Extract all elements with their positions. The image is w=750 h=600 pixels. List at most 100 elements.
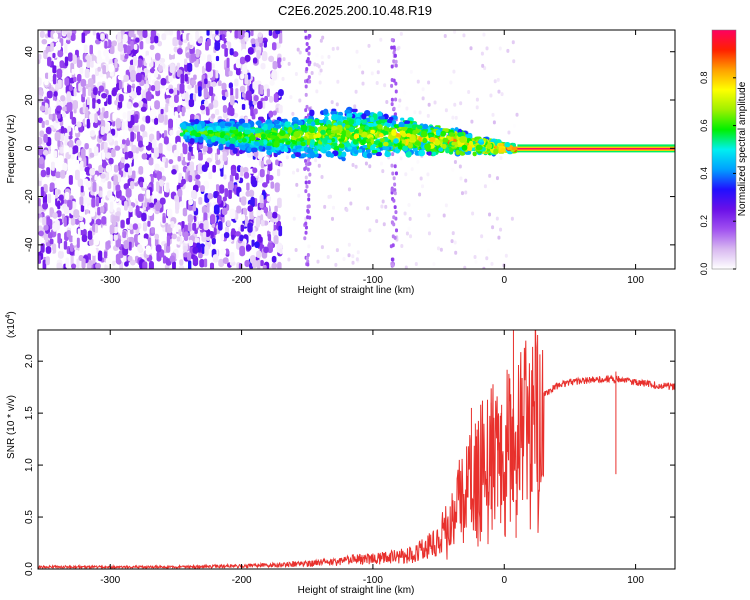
spectrogram-cell [394,63,398,68]
spectrogram-cell [303,167,307,172]
spectrogram-cell [218,258,225,268]
spectrogram-cell [198,197,203,205]
spectrogram-cell [251,239,255,248]
spectrogram-cell [250,147,258,153]
spectrogram-cell [237,30,244,40]
spectrogram-cell [254,133,261,138]
spectrogram-cell [185,52,191,59]
spectrogram-cell [303,236,307,241]
spectrogram-cell [275,42,281,49]
spectrogram-cell [263,140,268,145]
x-tick-label: -200 [232,275,252,286]
spectrogram-cell [225,66,230,77]
spectrogram-cell [240,166,244,177]
spectrogram-cell [67,125,72,132]
spectrogram-cell [100,33,105,41]
spectrogram-cell [226,31,231,42]
spectrogram-cell [163,136,169,145]
spectrogram-cell [262,182,268,188]
spectrogram-cell [148,237,152,248]
spectrogram-cell [427,102,431,107]
spectrogram-cell [347,187,351,192]
spectrogram-cell [132,102,139,108]
spectrogram-cell [249,210,255,220]
spectrogram-cell [349,201,353,206]
spectrogram-cell [394,210,398,215]
spectrogram-cell [115,118,121,129]
spectrogram-cell [393,124,400,129]
spectrogram-cell [66,91,71,103]
spectrogram-cell [223,111,228,119]
spectrogram-cell [451,115,455,120]
spectrogram-cell [418,192,422,197]
spectrogram-cell [124,200,128,211]
spectrogram-cell [180,73,185,85]
spectrogram-cell [486,248,490,253]
spectrogram-cell [216,148,221,155]
spectrogram-cell [154,80,161,92]
x-tick-label: -100 [363,575,383,586]
spectrogram-cell [310,121,316,127]
spectrogram-cell [475,97,479,102]
x-tick-label: -300 [100,275,120,286]
spectrogram-cell [300,124,308,132]
spectrogram-cell [274,136,280,142]
spectrogram-cell [392,215,396,220]
spectrogram-cell [241,103,246,110]
spectrogram-cell [420,184,424,189]
spectrogram-cell [296,120,304,126]
x-tick-label: -300 [100,575,120,586]
spectrogram-cell [39,130,45,138]
spectrogram-cell [250,196,255,208]
spectrogram-cell [198,152,203,161]
snr-ylabel: SNR (10 * v/v) [6,395,17,459]
spectrogram-cell [197,163,204,175]
spectrogram-cell [221,82,227,91]
spectrogram-cell [150,85,156,92]
spectrogram-cell [136,85,142,96]
spectrogram-cell [92,30,96,36]
spectrogram-cell [145,115,151,124]
spectrogram-cell [310,71,314,76]
spectrogram-cell [80,148,86,159]
spectrogram-cell [297,193,301,198]
spectrogram-cell [198,136,204,143]
spectrogram-cell [445,147,450,154]
spectrogram-cell [208,171,213,180]
spectrogram-cell [46,216,50,226]
spectrogram-cell [105,56,110,62]
spectrogram-cell [63,216,67,227]
spectrogram-cell [112,112,117,122]
spectrogram-cell [315,89,319,94]
spectrogram-cell [222,196,227,202]
spectrogram-cell [264,95,268,101]
spectrogram-cell [156,170,162,180]
spectrogram-cell [142,222,148,232]
spectrogram-cell [256,129,262,133]
spectrogram-cell [330,216,334,221]
spectrogram-cell [377,59,381,64]
spectrogram-cell [432,262,436,267]
spectrogram-cell [323,204,327,209]
colorbar-tick-label: 0.4 [699,167,709,180]
spectrogram-cell [285,155,289,160]
spectrogram-cell [52,52,56,59]
spectrogram-cell [87,259,94,266]
spectrogram-cell [40,186,44,197]
spectrogram-cell [130,181,135,190]
spectrogram-cell [470,119,474,124]
spectrogram-cell [314,158,318,163]
spectrogram-cell [207,193,214,200]
spectrogram-cell [483,184,487,189]
spectrogram-cell [391,152,395,157]
spectrogram-cell [137,131,141,142]
spectrogram-cell [488,212,492,217]
spectrogram-cell [304,189,308,194]
snr-line [38,330,675,569]
spectrogram-cell [89,129,96,137]
spectrogram-cell [177,48,183,55]
spectrogram-cell [390,187,394,192]
spectrogram-cell [84,166,90,173]
spectrogram-cell [138,100,144,109]
